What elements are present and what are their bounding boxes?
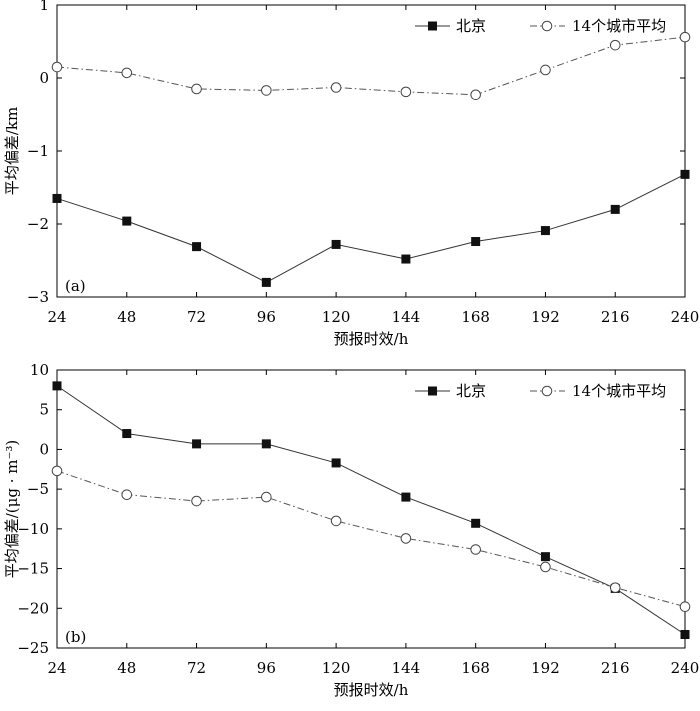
- chart-panel-a: 24 48 72 96 120 144 168 192 216 240 −3 −2 −1 0 1 预报时效/h…: [3, 0, 699, 348]
- data-point-cities-average: [609, 39, 621, 51]
- legend-label-cities-average: 14个城市平均: [572, 382, 666, 400]
- x-tick-label: 72: [187, 308, 206, 326]
- data-point-beijing: [540, 226, 550, 236]
- x-tick-label: 240: [671, 659, 700, 677]
- series-line-beijing: [56, 385, 686, 635]
- data-point-beijing: [401, 254, 411, 264]
- data-point-beijing: [680, 629, 690, 639]
- y-tick-label: 0: [39, 440, 49, 458]
- series-line-cities-average: [56, 36, 686, 96]
- y-tick-label: −3: [27, 288, 49, 306]
- y-tick-label: 0: [39, 69, 49, 87]
- x-axis-label: 预报时效/h: [334, 330, 409, 348]
- data-point-cities-average: [261, 85, 272, 96]
- y-axis-label: 平均偏差/(μg · m⁻³): [3, 440, 21, 579]
- data-point-cities-average: [261, 491, 272, 503]
- data-point-beijing: [610, 204, 620, 214]
- legend-marker-cities-average: [541, 385, 553, 397]
- x-tick-label: 168: [461, 308, 490, 326]
- y-tick-label: 10: [30, 361, 49, 379]
- x-tick-label: 96: [257, 308, 276, 326]
- x-tick-label: 216: [601, 308, 630, 326]
- y-tick-label: −15: [17, 560, 49, 578]
- data-point-beijing: [192, 439, 202, 449]
- data-point-beijing: [471, 237, 481, 247]
- data-point-beijing: [52, 193, 62, 203]
- data-point-beijing: [401, 492, 411, 502]
- data-point-beijing: [261, 439, 271, 449]
- data-point-beijing: [122, 429, 132, 439]
- y-tick-label: −25: [17, 639, 49, 657]
- data-point-beijing: [331, 239, 341, 249]
- x-tick-label: 48: [117, 308, 136, 326]
- data-point-cities-average: [679, 601, 691, 612]
- x-tick-label: 144: [392, 308, 421, 326]
- data-point-beijing: [52, 381, 62, 391]
- data-point-cities-average: [400, 533, 412, 544]
- legend: 北京 14个城市平均: [415, 382, 666, 400]
- data-point-beijing: [680, 169, 690, 179]
- data-point-cities-average: [191, 83, 202, 95]
- x-tick-label: 24: [47, 308, 66, 326]
- x-tick-label: 120: [322, 659, 351, 677]
- x-tick-label: 144: [392, 659, 421, 677]
- x-tick-label: 192: [531, 659, 560, 677]
- data-point-cities-average: [51, 465, 63, 477]
- x-tick-label: 24: [47, 659, 66, 677]
- legend-marker-cities-average: [541, 20, 553, 32]
- y-tick-label: −2: [27, 215, 49, 233]
- data-point-cities-average: [191, 495, 202, 507]
- y-tick-label: 5: [39, 401, 49, 419]
- data-point-beijing: [471, 518, 481, 528]
- data-point-beijing: [122, 216, 132, 226]
- data-point-beijing: [192, 242, 202, 252]
- legend-marker-beijing: [428, 21, 437, 31]
- legend-marker-beijing: [428, 386, 437, 396]
- panel-label: (b): [65, 628, 86, 646]
- x-tick-label: 96: [257, 659, 276, 677]
- series-line-cities-average: [56, 470, 686, 608]
- data-point-beijing: [540, 552, 550, 562]
- panel-label: (a): [65, 277, 86, 295]
- y-axis-label: 平均偏差/km: [3, 107, 21, 195]
- y-tick-label: −10: [17, 520, 49, 538]
- data-point-cities-average: [540, 561, 551, 573]
- legend: 北京 14个城市平均: [415, 17, 666, 35]
- y-tick-label: 1: [39, 0, 49, 14]
- x-tick-label: 192: [531, 308, 560, 326]
- data-point-cities-average: [330, 515, 342, 527]
- chart-panel-b: 24 48 72 96 120 144 168 192 216 240 −25 −20 −15 −10 −5…: [3, 361, 699, 699]
- legend-label-cities-average: 14个城市平均: [572, 17, 666, 35]
- legend-label-beijing: 北京: [456, 17, 486, 35]
- plot-frame: [56, 369, 686, 649]
- y-tick-label: −20: [17, 599, 49, 617]
- data-point-cities-average: [121, 489, 133, 501]
- x-tick-label: 216: [601, 659, 630, 677]
- data-point-cities-average: [540, 64, 551, 76]
- x-tick-label: 72: [187, 659, 206, 677]
- x-axis-label: 预报时效/h: [334, 681, 409, 699]
- plot-frame: [56, 4, 686, 298]
- data-point-cities-average: [51, 61, 63, 73]
- data-point-cities-average: [609, 582, 621, 593]
- data-point-cities-average: [679, 31, 691, 43]
- x-tick-label: 168: [461, 659, 490, 677]
- data-point-beijing: [261, 277, 271, 287]
- legend-label-beijing: 北京: [456, 382, 486, 400]
- x-tick-label: 120: [322, 308, 351, 326]
- series-line-beijing: [56, 173, 686, 283]
- data-point-cities-average: [121, 67, 133, 79]
- y-tick-label: −5: [27, 480, 49, 498]
- data-point-beijing: [331, 458, 341, 468]
- y-tick-label: −1: [27, 142, 49, 160]
- data-point-cities-average: [400, 86, 412, 98]
- x-tick-label: 48: [117, 659, 136, 677]
- data-point-cities-average: [470, 544, 481, 555]
- data-point-cities-average: [330, 82, 342, 93]
- x-tick-label: 240: [671, 308, 700, 326]
- data-point-cities-average: [470, 89, 481, 101]
